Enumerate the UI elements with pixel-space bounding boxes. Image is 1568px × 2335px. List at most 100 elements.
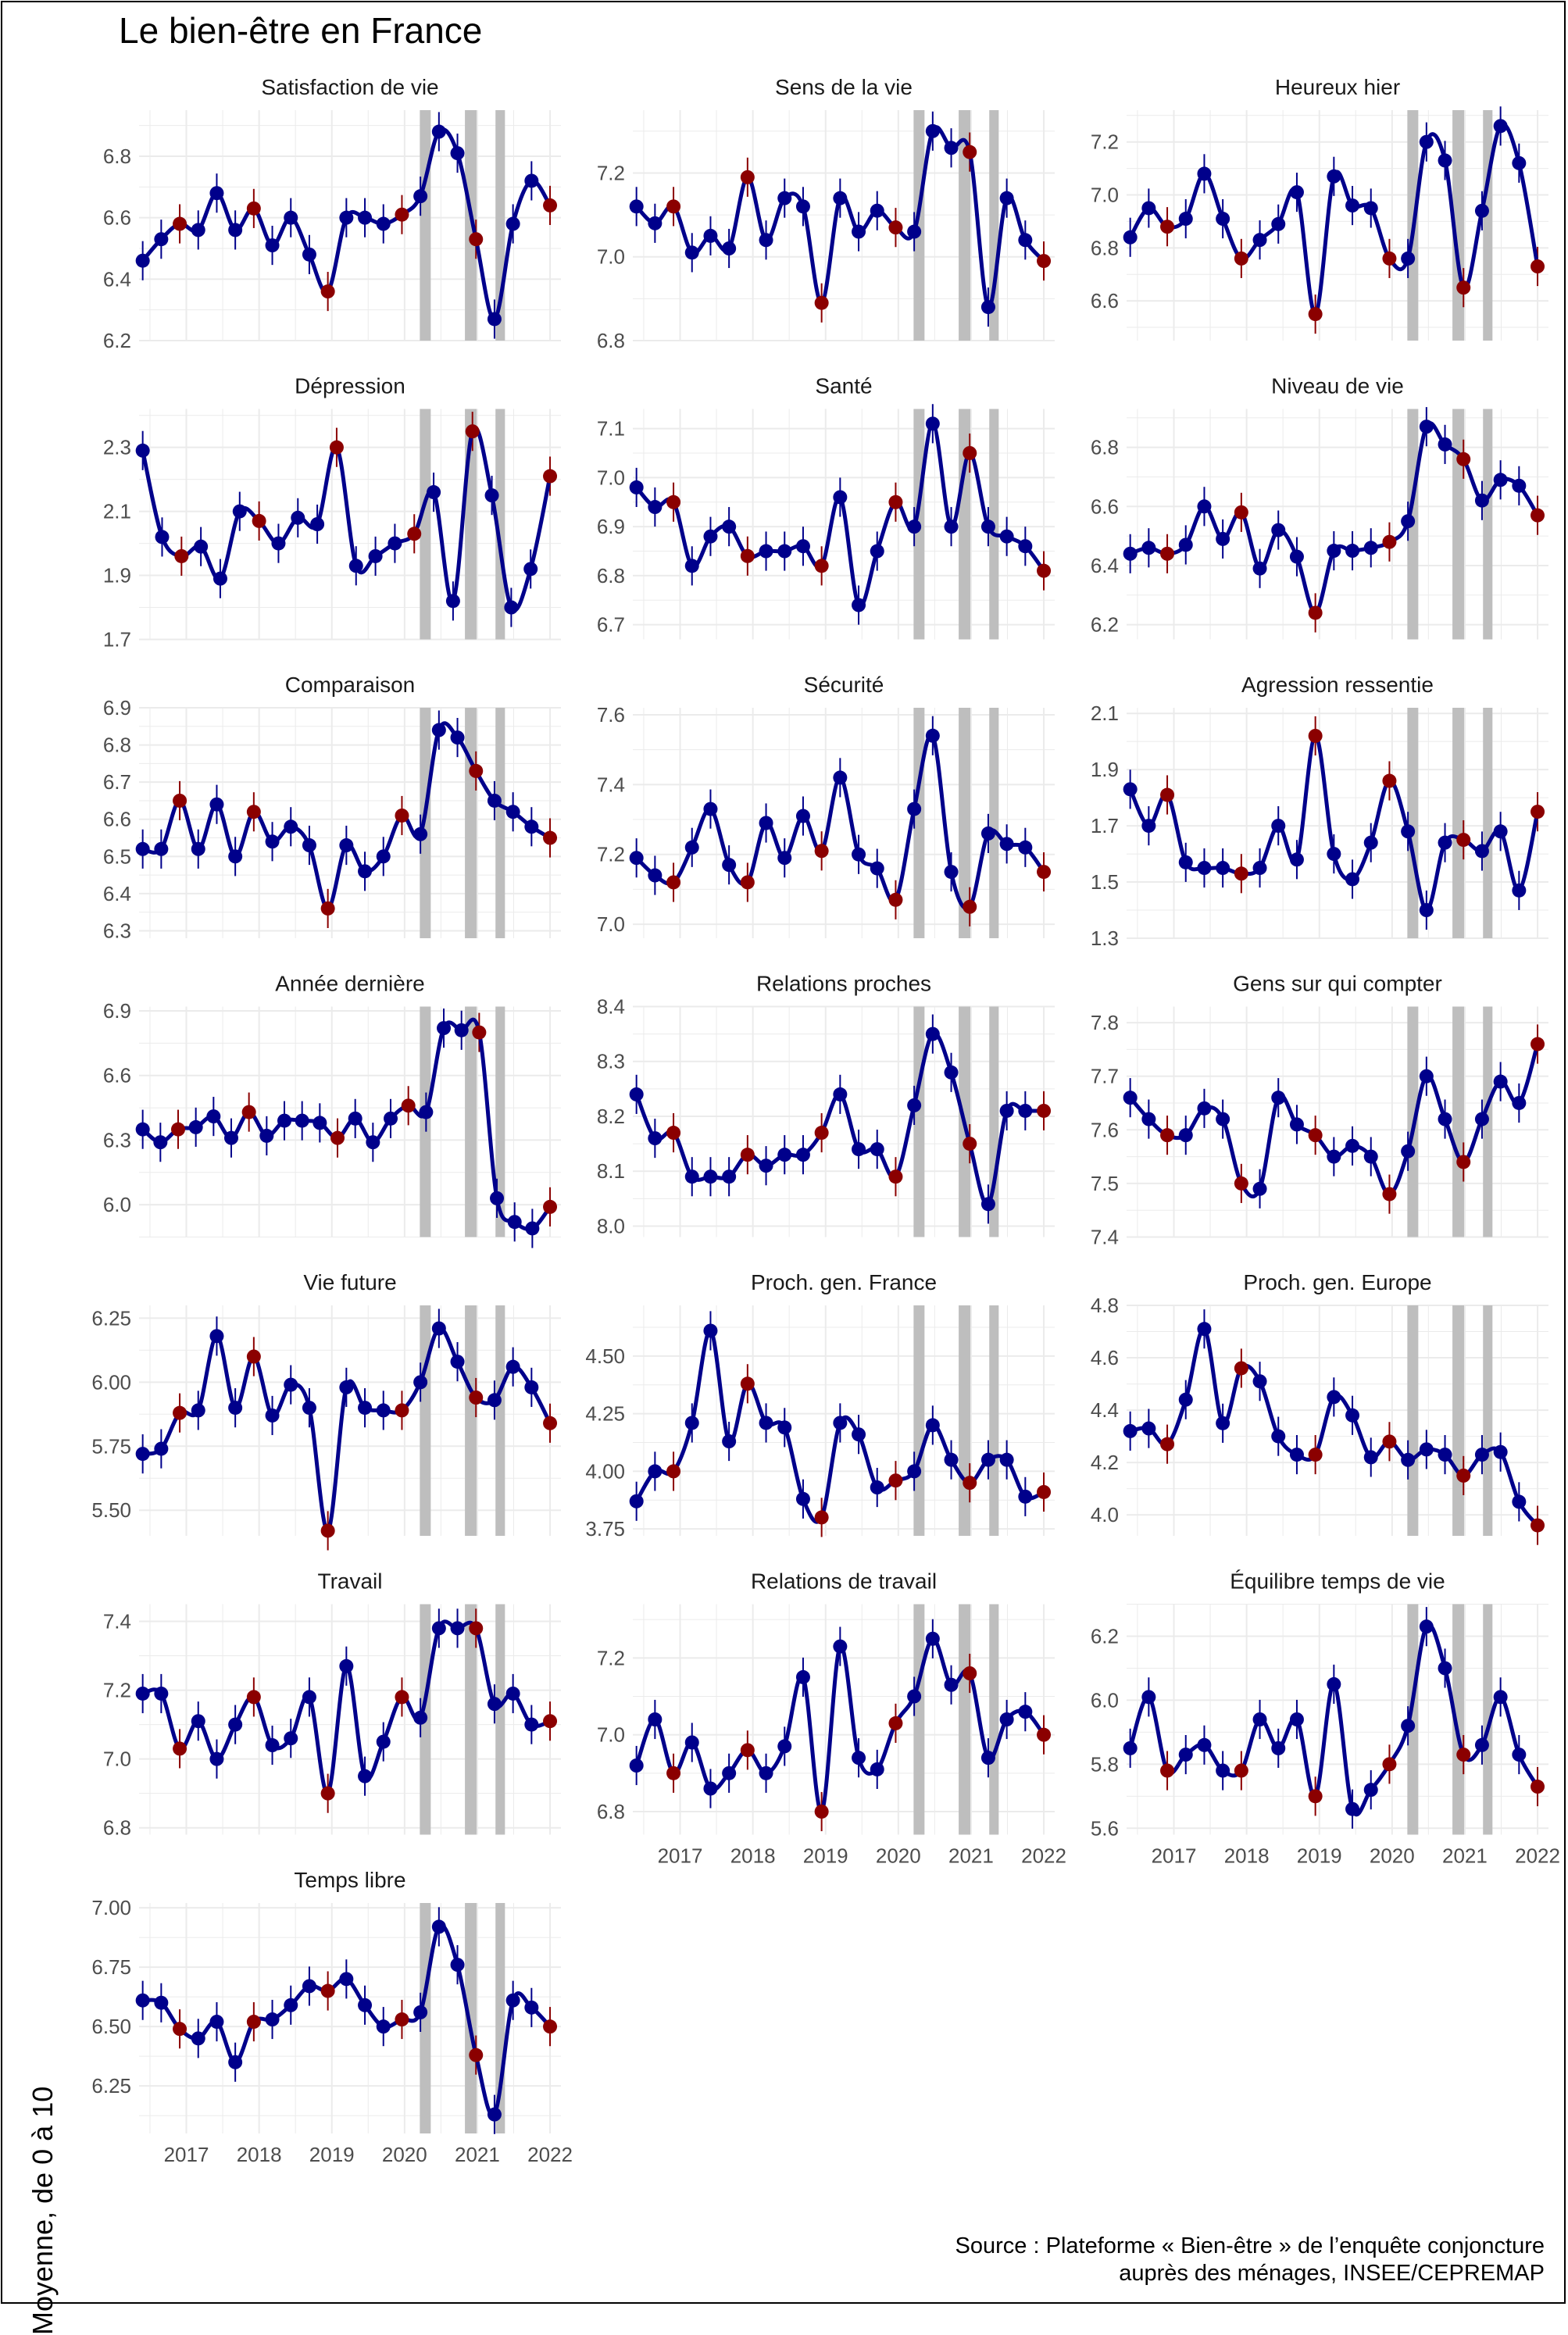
data-point	[1178, 855, 1193, 869]
data-point	[265, 2012, 280, 2027]
y-tick-label: 6.75	[91, 1955, 131, 1979]
y-tick-label: 6.7	[103, 770, 131, 794]
facet-18: Équilibre temps de vie 5.6 5.8 6.0 6.2 2017 20…	[1091, 1569, 1560, 1868]
shaded-period	[1483, 708, 1493, 938]
data-point	[1252, 561, 1267, 576]
highlight-point	[1037, 865, 1052, 880]
shaded-period	[1452, 1604, 1464, 1835]
shaded-period	[959, 1305, 970, 1536]
source-note: Source : Plateforme « Bien-être » de l’e…	[451, 2233, 1545, 2287]
y-tick-label: 6.8	[1091, 236, 1119, 259]
data-point	[1141, 819, 1156, 834]
data-point	[265, 238, 280, 253]
facet-title: Équilibre temps de vie	[1230, 1569, 1445, 1594]
highlight-point	[1037, 563, 1052, 578]
y-tick-label: 4.0	[1091, 1503, 1119, 1526]
data-point	[980, 826, 995, 841]
data-point	[1401, 251, 1416, 266]
highlight-point	[740, 1743, 755, 1758]
facet-9: Agression ressentie 1.3 1.5 1.7 1.9 2.1	[1091, 673, 1548, 950]
highlight-point	[543, 1199, 558, 1214]
data-point	[339, 1972, 354, 1987]
shaded-period	[1407, 708, 1419, 938]
data-point	[1123, 546, 1138, 561]
facet-14: Proch. gen. France 3.75 4.00 4.25 4.50	[585, 1270, 1055, 1541]
data-point	[795, 199, 810, 214]
highlight-point	[1456, 452, 1471, 466]
facet-title: Vie future	[303, 1270, 396, 1294]
data-point	[484, 488, 499, 503]
data-point	[1141, 1421, 1156, 1436]
y-tick-label: 4.6	[1091, 1346, 1119, 1369]
data-point	[1363, 1149, 1378, 1164]
data-point	[376, 216, 391, 231]
data-point	[366, 1135, 380, 1150]
facet-title: Relations proches	[756, 972, 931, 996]
data-point	[228, 1717, 243, 1732]
data-point	[191, 1714, 205, 1729]
data-point	[777, 851, 792, 866]
highlight-point	[1234, 505, 1248, 519]
data-point	[1197, 1322, 1212, 1337]
shaded-period	[465, 110, 477, 341]
shaded-period	[1407, 1305, 1419, 1536]
shaded-period	[420, 409, 431, 640]
y-tick-label: 6.8	[1091, 436, 1119, 459]
data-point	[684, 559, 699, 573]
x-tick-label: 2017	[1152, 1844, 1197, 1868]
data-point	[135, 443, 150, 458]
data-point	[154, 232, 169, 247]
data-point	[629, 1087, 644, 1101]
data-point	[1438, 835, 1452, 850]
data-point	[1512, 155, 1527, 170]
data-point	[722, 241, 737, 255]
highlight-point	[1308, 728, 1323, 743]
data-point	[1401, 1719, 1416, 1733]
y-tick-label: 1.9	[1091, 758, 1119, 781]
facet-title: Proch. gen. Europe	[1243, 1270, 1431, 1294]
shaded-period	[913, 1006, 925, 1237]
highlight-point	[1234, 1763, 1248, 1778]
data-point	[1271, 1429, 1286, 1444]
highlight-point	[543, 1416, 558, 1430]
highlight-point	[666, 1126, 681, 1141]
data-point	[339, 838, 354, 853]
data-point	[1512, 1748, 1527, 1762]
highlight-point	[320, 284, 335, 299]
x-tick-label: 2018	[730, 1844, 776, 1868]
shaded-period	[989, 1305, 999, 1536]
y-tick-label: 7.0	[597, 912, 625, 936]
y-tick-label: 7.2	[103, 1679, 131, 1702]
data-point	[284, 1377, 298, 1392]
data-point	[388, 536, 402, 551]
data-point	[507, 1215, 522, 1230]
highlight-point	[401, 1098, 416, 1113]
data-point	[1197, 1101, 1212, 1116]
data-point	[384, 1111, 398, 1126]
shaded-period	[1483, 1604, 1493, 1835]
data-point	[1401, 1144, 1416, 1159]
highlight-point	[173, 1741, 188, 1756]
y-tick-label: 6.8	[103, 145, 131, 168]
data-point	[870, 861, 884, 876]
data-point	[358, 1998, 373, 2012]
data-point	[524, 1717, 539, 1732]
data-point	[413, 2005, 428, 2019]
series-line	[141, 1017, 552, 1231]
data-point	[431, 723, 446, 737]
data-point	[1419, 1619, 1434, 1634]
highlight-point	[469, 1391, 484, 1405]
data-point	[277, 1113, 292, 1128]
data-point	[1018, 840, 1033, 855]
data-point	[980, 1452, 995, 1467]
data-point	[358, 1769, 373, 1783]
data-point	[833, 1087, 848, 1101]
highlight-point	[1456, 1155, 1471, 1169]
data-point	[1474, 1737, 1489, 1752]
data-point	[703, 1169, 718, 1184]
data-point	[209, 2015, 224, 2030]
data-point	[413, 189, 428, 204]
data-point	[302, 1401, 316, 1416]
y-tick-label: 4.4	[1091, 1398, 1119, 1422]
x-tick-label: 2022	[1021, 1844, 1066, 1868]
